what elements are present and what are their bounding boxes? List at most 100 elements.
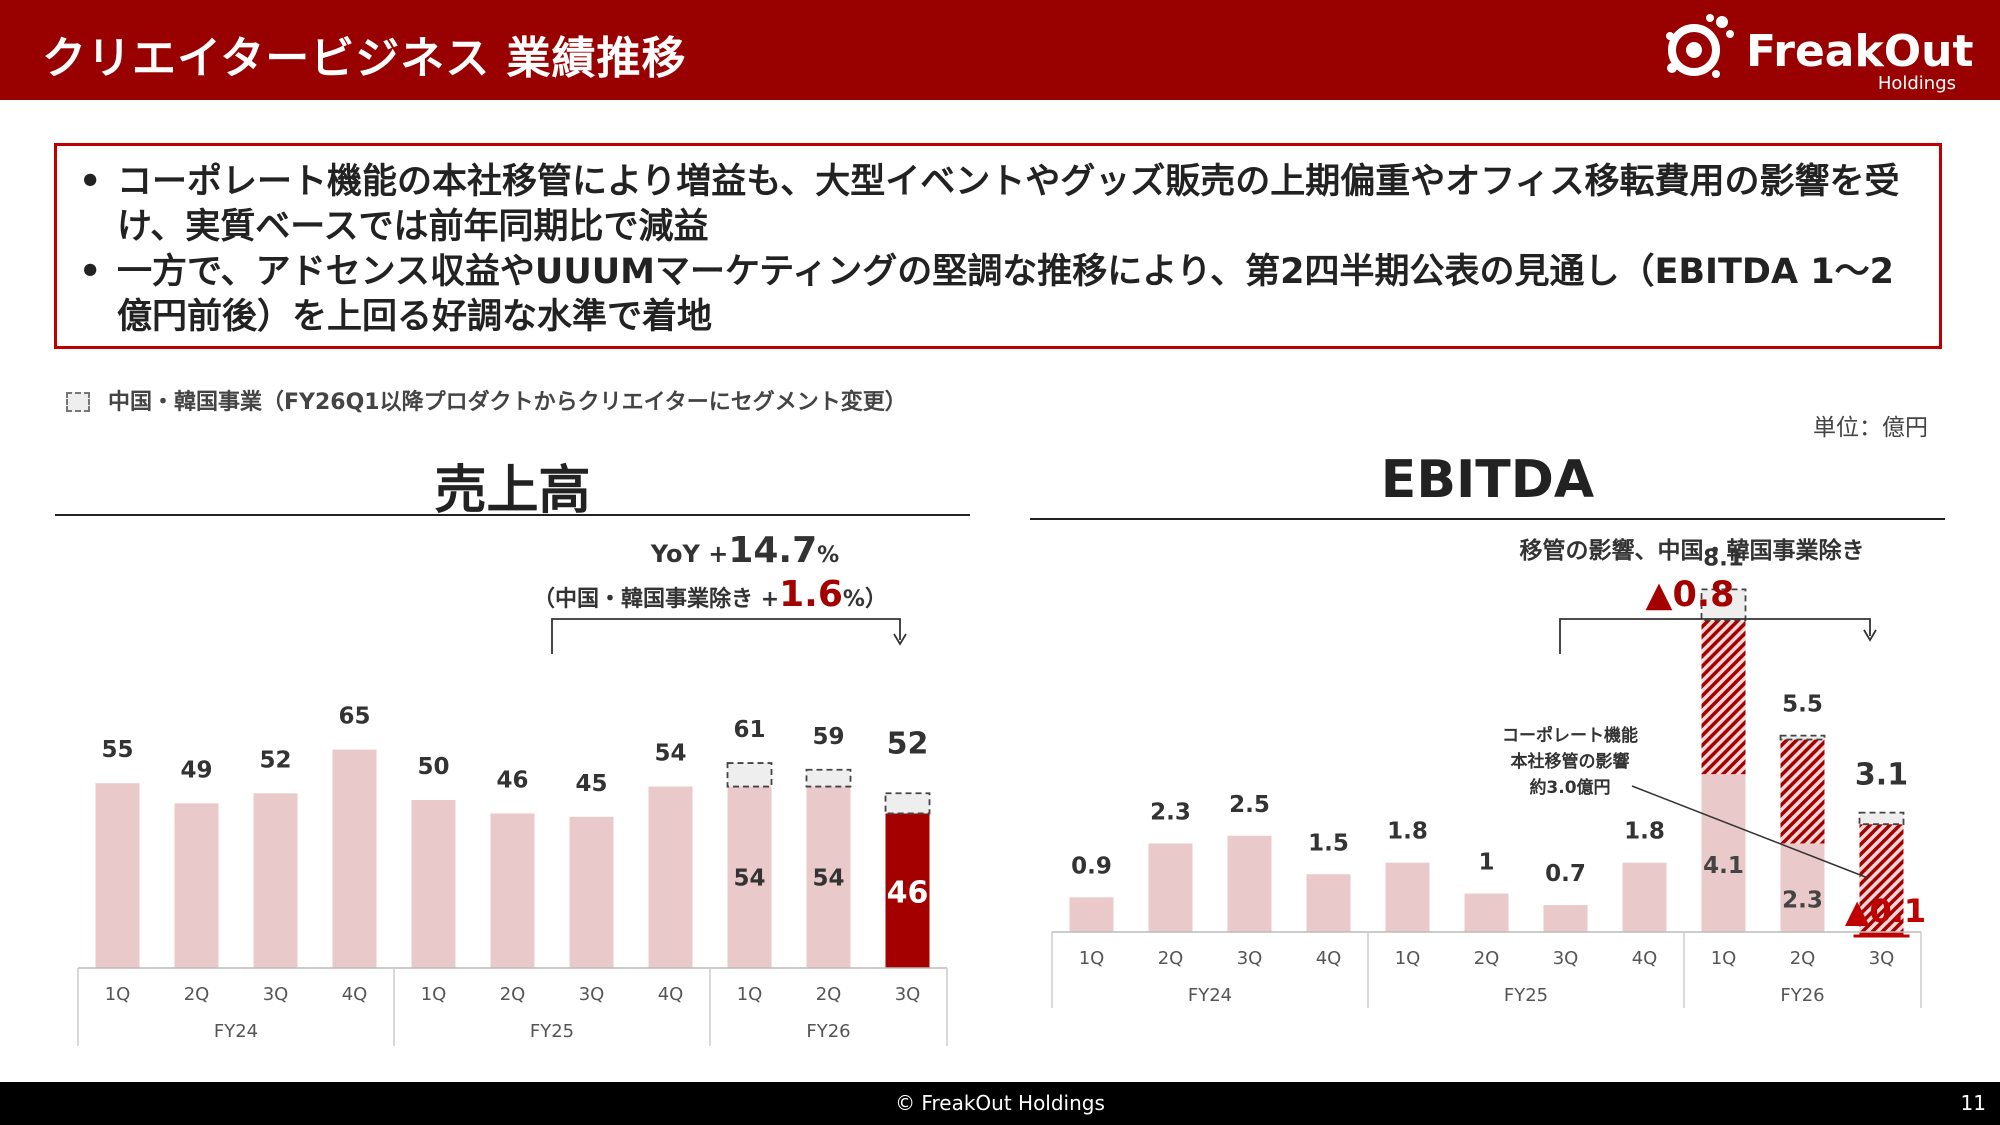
sales-total-label: 54 [654, 741, 686, 767]
freakout-logo: FreakOut Holdings [1660, 10, 1974, 95]
sales-total-label: 46 [496, 767, 528, 793]
sales-tick-label: 4Q [658, 984, 684, 1005]
ebitda-bar [1227, 835, 1272, 932]
ebitda-tick-label: 1Q [1079, 948, 1105, 969]
ebitda-note-label: 移管の影響、中国・韓国事業除き [1520, 537, 1865, 564]
legend-swatch-dashed [66, 392, 90, 412]
ebitda-bar [1385, 862, 1430, 932]
ebitda-bar [1306, 874, 1351, 932]
ebitda-base-label: 2.3 [1782, 888, 1823, 914]
ebitda-fy-label: FY25 [1504, 985, 1548, 1006]
sales-total-label: 45 [575, 771, 607, 797]
ebitda-tick-label: 3Q [1553, 948, 1579, 969]
ebitda-bar [1543, 905, 1588, 932]
sales-core-label: 54 [733, 865, 765, 891]
ebitda-bar [1148, 843, 1193, 932]
ebitda-callout-line: コーポレート機能 [1502, 725, 1638, 746]
summary-bullet-2: 一方で、アドセンス収益やUUUMマーケティングの堅調な推移により、第2四半期公表… [77, 250, 1921, 340]
ebitda-bar [1622, 862, 1667, 932]
sales-bracket [551, 618, 901, 654]
sales-sub-label: （中国・韓国事業除き +1.6%） [533, 574, 887, 615]
sales-bar [806, 786, 851, 968]
sales-total-label: 61 [733, 717, 765, 743]
sales-yoy-unit: % [817, 543, 839, 568]
ebitda-tick-label: 2Q [1158, 948, 1184, 969]
ebitda-value-label: 2.5 [1229, 792, 1270, 818]
legend: 中国・韓国事業（FY26Q1以降プロダクトからクリエイターにセグメント変更） [66, 384, 907, 416]
sales-core-label: 46 [887, 876, 929, 911]
sales-title-rule [55, 514, 970, 516]
sales-yoy-value: 14.7 [728, 530, 817, 571]
sales-total-label: 55 [101, 737, 133, 763]
sales-bar [648, 786, 693, 968]
unit-label: 単位：億円 [1813, 415, 1928, 441]
ebitda-value-label: 1.5 [1308, 830, 1349, 856]
ebitda-chart-title: EBITDA [1380, 450, 1595, 510]
sales-bar [490, 813, 535, 968]
sales-bar [411, 800, 456, 968]
ebitda-tick-label: 2Q [1790, 948, 1816, 969]
sales-sub-open: （中国・韓国事業除き + [533, 586, 779, 612]
charts-canvas: 55 49 52 65 50 46 45 54 61 54 59 54 52 46 1Q 2Q 3Q 4Q 1Q 2Q… [77, 530, 1926, 1046]
sales-total-label: 50 [417, 754, 449, 780]
summary-bullet-1: コーポレート機能の本社移管により増益も、大型イベントやグッズ販売の上期偏重やオフ… [77, 160, 1921, 250]
ebitda-change-label: ▲0.8 [1646, 575, 1735, 615]
sales-fy-label: FY25 [530, 1021, 574, 1042]
sales-total-label: 49 [180, 757, 212, 783]
ebitda-base-label: 4.1 [1703, 853, 1744, 879]
sales-total-label: 59 [812, 724, 844, 750]
sales-total-label: 52 [887, 726, 929, 761]
sales-total-label: 65 [338, 704, 370, 730]
footer-bar: © FreakOut Holdings 11 [0, 1082, 2000, 1125]
page-number: 11 [1960, 1091, 1986, 1115]
sales-core-label: 54 [812, 865, 844, 891]
ebitda-callout-line: 本社移管の影響 [1511, 751, 1630, 772]
ebitda-bracket [1559, 618, 1871, 654]
sales-bar [332, 749, 377, 968]
sales-bar [174, 803, 219, 968]
sales-bar [569, 816, 614, 968]
sales-tick-label: 2Q [816, 984, 842, 1005]
sales-tick-label: 3Q [579, 984, 605, 1005]
ebitda-tick-label: 1Q [1711, 948, 1737, 969]
ebitda-fy26-china-korea-bar [1700, 588, 1747, 622]
ebitda-value-label: 1 [1478, 850, 1494, 876]
sales-tick-label: 1Q [105, 984, 131, 1005]
ebitda-value-label: 2.3 [1150, 799, 1191, 825]
sales-bar [95, 783, 140, 968]
sales-bar-china-korea [726, 762, 773, 788]
sales-tick-label: 3Q [263, 984, 289, 1005]
sales-total-label: 52 [259, 747, 291, 773]
ebitda-callout-line: 約3.0億円 [1529, 777, 1610, 798]
sales-tick-label: 2Q [500, 984, 526, 1005]
sales-fy-label: FY26 [806, 1021, 850, 1042]
logo-subtext: Holdings [1877, 73, 1956, 94]
ebitda-tick-label: 4Q [1632, 948, 1658, 969]
ebitda-fy-label: FY24 [1188, 985, 1232, 1006]
ebitda-tick-label: 3Q [1237, 948, 1263, 969]
ebitda-callout-leader [1631, 785, 1869, 879]
ebitda-negative-label: ▲0.1 [1845, 892, 1926, 930]
sales-chart-title: 売上高 [434, 461, 591, 521]
sales-tick-label: 2Q [184, 984, 210, 1005]
ebitda-bar [1464, 893, 1509, 932]
ebitda-fy26-hatched-bar [1780, 739, 1825, 844]
ebitda-total-label: 8.1 [1703, 545, 1744, 571]
ebitda-value-label: 0.7 [1545, 861, 1586, 887]
sales-yoy-label: YoY +14.7% [650, 530, 839, 571]
ebitda-fy26-hatched-bar [1701, 620, 1746, 775]
logo-wordmark: FreakOut [1746, 26, 1974, 77]
sales-sub-value: 1.6 [779, 574, 843, 615]
sales-tick-label: 4Q [342, 984, 368, 1005]
page-title: クリエイタービジネス 業績推移 [42, 33, 687, 84]
summary-box: コーポレート機能の本社移管により増益も、大型イベントやグッズ販売の上期偏重やオフ… [54, 143, 1942, 349]
footer-copyright: © FreakOut Holdings [895, 1091, 1105, 1115]
ebitda-value-label: 1.8 [1624, 819, 1665, 845]
ebitda-bracket-arrow-icon [1863, 629, 1877, 642]
ebitda-tick-label: 4Q [1316, 948, 1342, 969]
legend-label: 中国・韓国事業（FY26Q1以降プロダクトからクリエイターにセグメント変更） [108, 390, 907, 415]
sales-bracket-arrow-icon [893, 633, 907, 646]
sales-bar [727, 786, 772, 968]
ebitda-value-label: 0.9 [1071, 853, 1112, 879]
sales-yoy-prefix: YoY + [650, 540, 729, 568]
